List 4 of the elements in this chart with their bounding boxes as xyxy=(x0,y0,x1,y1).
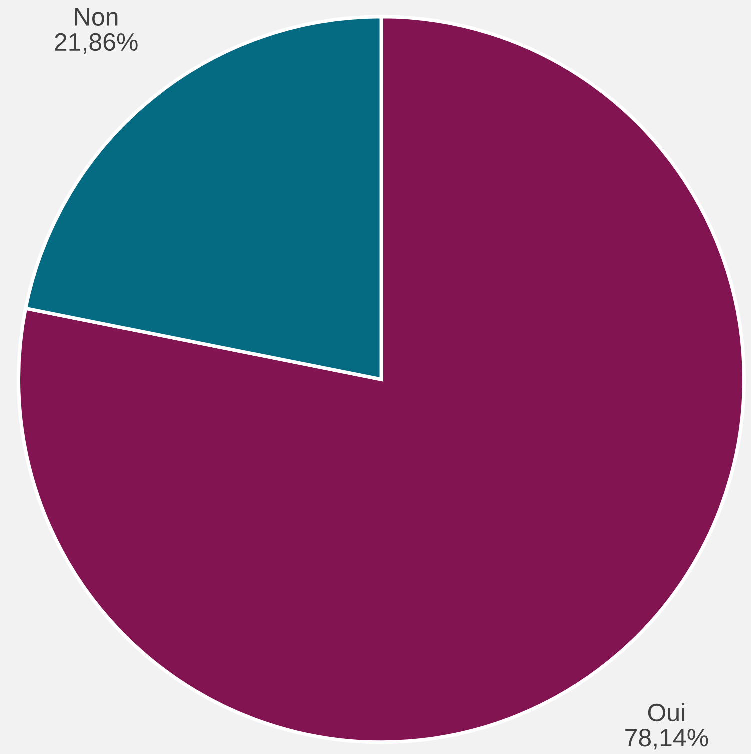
data-label: 78,14% xyxy=(626,729,708,750)
data-label: 21,86% xyxy=(55,33,138,54)
slice-label: Non xyxy=(75,8,118,26)
slice-label: Oui xyxy=(648,703,684,722)
